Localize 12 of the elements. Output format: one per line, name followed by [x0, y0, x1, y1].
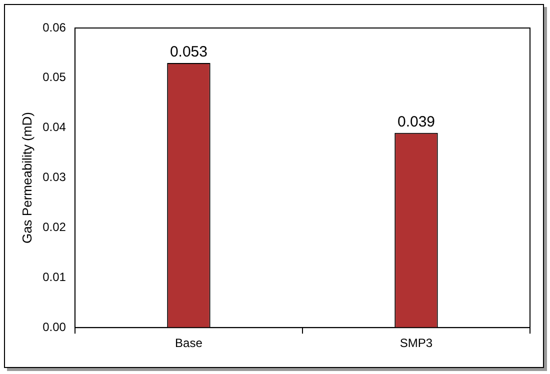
- y-tick-label: 0.01: [42, 270, 66, 284]
- y-tick-label: 0.06: [42, 20, 66, 34]
- y-tick-label: 0.02: [42, 220, 66, 234]
- x-tick-label: Base: [175, 336, 203, 350]
- y-tick-label: 0.05: [42, 70, 66, 84]
- x-tick-label: SMP3: [400, 336, 433, 350]
- data-label: 0.053: [170, 44, 208, 61]
- data-label: 0.039: [397, 114, 436, 130]
- y-tick-label: 0.00: [42, 320, 66, 334]
- y-axis-title: Gas Permeability (mD): [19, 112, 34, 244]
- y-tick-label: 0.03: [42, 170, 66, 184]
- y-tick-label: 0.04: [42, 120, 66, 134]
